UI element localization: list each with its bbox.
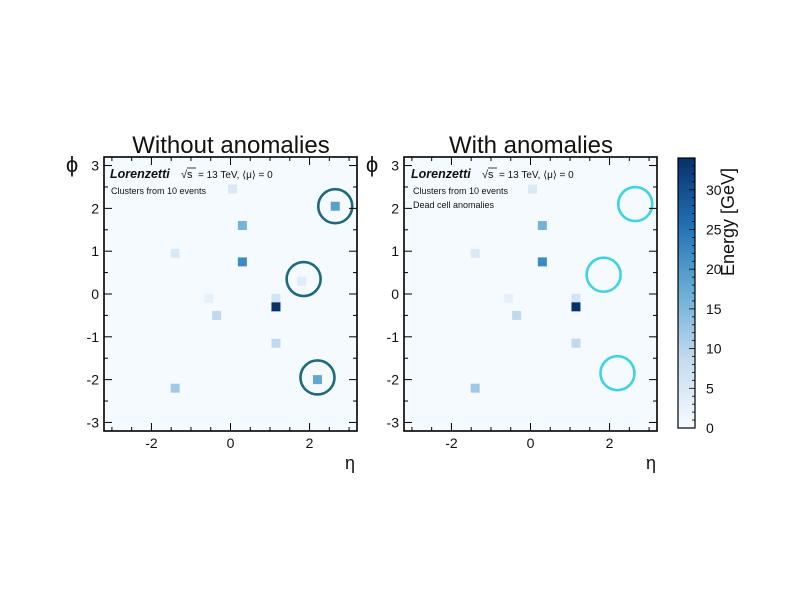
panel-without-anomalies: Without anomalies ϕ η -3 -2 -1 0 1 2 3 -2 0 2 Lor… xyxy=(66,132,358,473)
cluster-cell xyxy=(170,383,180,393)
plot-area xyxy=(404,157,657,431)
x-tick-label: 2 xyxy=(606,435,614,451)
plot-frame xyxy=(103,156,358,432)
x-tick-label: 0 xyxy=(227,435,235,451)
colorbar-tick-label: 20 xyxy=(706,261,722,277)
cluster-cell xyxy=(571,293,581,303)
cluster-cell xyxy=(212,310,222,320)
anomaly-circle xyxy=(585,256,622,294)
y-tick-label: 3 xyxy=(391,158,399,174)
legend-brand: Lorenzetti xyxy=(110,167,170,181)
y-tick-label: -3 xyxy=(387,414,400,430)
cluster-cell xyxy=(470,248,480,258)
legend-box: Lorenzetti √s = 13 TeV, ⟨μ⟩ = 0 Clusters… xyxy=(411,167,574,210)
y-tick-label: 3 xyxy=(91,158,99,174)
cluster-cell xyxy=(170,248,180,258)
cluster-cell xyxy=(312,375,322,385)
panel-title: With anomalies xyxy=(449,132,613,159)
anomaly-circles-layer xyxy=(285,187,354,396)
plot-frame xyxy=(403,156,658,432)
legend-box: Lorenzetti √s = 13 TeV, ⟨μ⟩ = 0 Clusters… xyxy=(110,167,273,196)
cluster-cell xyxy=(271,338,281,348)
cluster-cell xyxy=(537,221,547,230)
colorbar-tick-label: 0 xyxy=(706,420,714,436)
x-tick-label: 2 xyxy=(306,435,314,451)
y-tick-label: 0 xyxy=(391,286,399,302)
cluster-cell xyxy=(470,383,480,393)
anomaly-circles-layer xyxy=(585,185,654,392)
cluster-cell xyxy=(237,257,247,267)
cluster-cell xyxy=(330,201,340,211)
anomaly-circle xyxy=(599,354,636,392)
anomaly-circle xyxy=(316,187,354,225)
cluster-cell xyxy=(571,302,581,312)
panel-with-anomalies: With anomalies ϕ η -3 -2 -1 0 1 2 3 -2 0 2 Lorenz… xyxy=(366,132,658,473)
legend-brand: Lorenzetti xyxy=(411,167,471,181)
plot-area xyxy=(104,157,357,431)
x-axis-label: η xyxy=(345,453,355,473)
cells-layer xyxy=(170,184,340,393)
y-tick-label: -1 xyxy=(387,329,400,345)
colorbar-tick-label: 10 xyxy=(706,341,722,357)
colorbar-ticks: 0 5 10 15 20 25 30 xyxy=(689,157,722,436)
legend-line: Clusters from 10 events xyxy=(413,186,509,196)
y-axis-label: ϕ xyxy=(66,152,78,177)
anomaly-circle xyxy=(285,260,322,298)
cluster-cell xyxy=(271,293,281,303)
y-tick-label: 2 xyxy=(391,200,399,216)
cells-layer xyxy=(470,184,581,393)
colorbar: 0 5 10 15 20 25 30 Energy [GeV] xyxy=(677,157,738,436)
y-tick-label: 1 xyxy=(91,243,99,259)
x-axis-label: η xyxy=(646,453,656,473)
legend-energy: = 13 TeV, ⟨μ⟩ = 0 xyxy=(198,170,273,181)
anomaly-circle xyxy=(616,185,654,223)
cluster-cell xyxy=(237,221,247,230)
cluster-cell xyxy=(271,302,281,312)
x-tick-label: 0 xyxy=(527,435,535,451)
sqrt-s-symbol: √s xyxy=(181,169,193,181)
y-tick-label: 0 xyxy=(91,286,99,302)
y-tick-label: 2 xyxy=(91,200,99,216)
y-tick-label: -3 xyxy=(87,414,100,430)
y-tick-label: -2 xyxy=(387,372,400,388)
x-tick-label: -2 xyxy=(145,435,158,451)
colorbar-tick-label: 15 xyxy=(706,301,722,317)
panel-title: Without anomalies xyxy=(132,132,329,159)
colorbar-tick-label: 5 xyxy=(706,380,714,396)
cluster-cell xyxy=(504,293,514,303)
y-tick-label: -1 xyxy=(87,329,100,345)
cluster-cell xyxy=(297,276,307,286)
ticks-layer: -3 -2 -1 0 1 2 3 -2 0 2 xyxy=(87,157,357,451)
y-tick-label: 1 xyxy=(391,243,399,259)
colorbar-tick-label: 25 xyxy=(706,221,722,237)
cluster-cell xyxy=(527,184,537,194)
y-axis-label: ϕ xyxy=(366,152,378,177)
cluster-cell xyxy=(537,257,547,267)
colorbar-tick-label: 30 xyxy=(706,182,722,198)
legend-line: Clusters from 10 events xyxy=(111,186,207,196)
sqrt-s-symbol: √s xyxy=(482,169,494,181)
legend-energy: = 13 TeV, ⟨μ⟩ = 0 xyxy=(499,170,574,181)
colorbar-label: Energy [GeV] xyxy=(718,168,738,276)
cluster-cell xyxy=(571,338,581,348)
x-tick-label: -2 xyxy=(445,435,458,451)
legend-line: Dead cell anomalies xyxy=(413,200,495,210)
cluster-cell xyxy=(227,184,237,194)
cluster-cell xyxy=(204,293,214,303)
y-tick-label: -2 xyxy=(87,372,100,388)
cluster-cell xyxy=(512,310,522,320)
anomaly-circle xyxy=(299,359,336,396)
